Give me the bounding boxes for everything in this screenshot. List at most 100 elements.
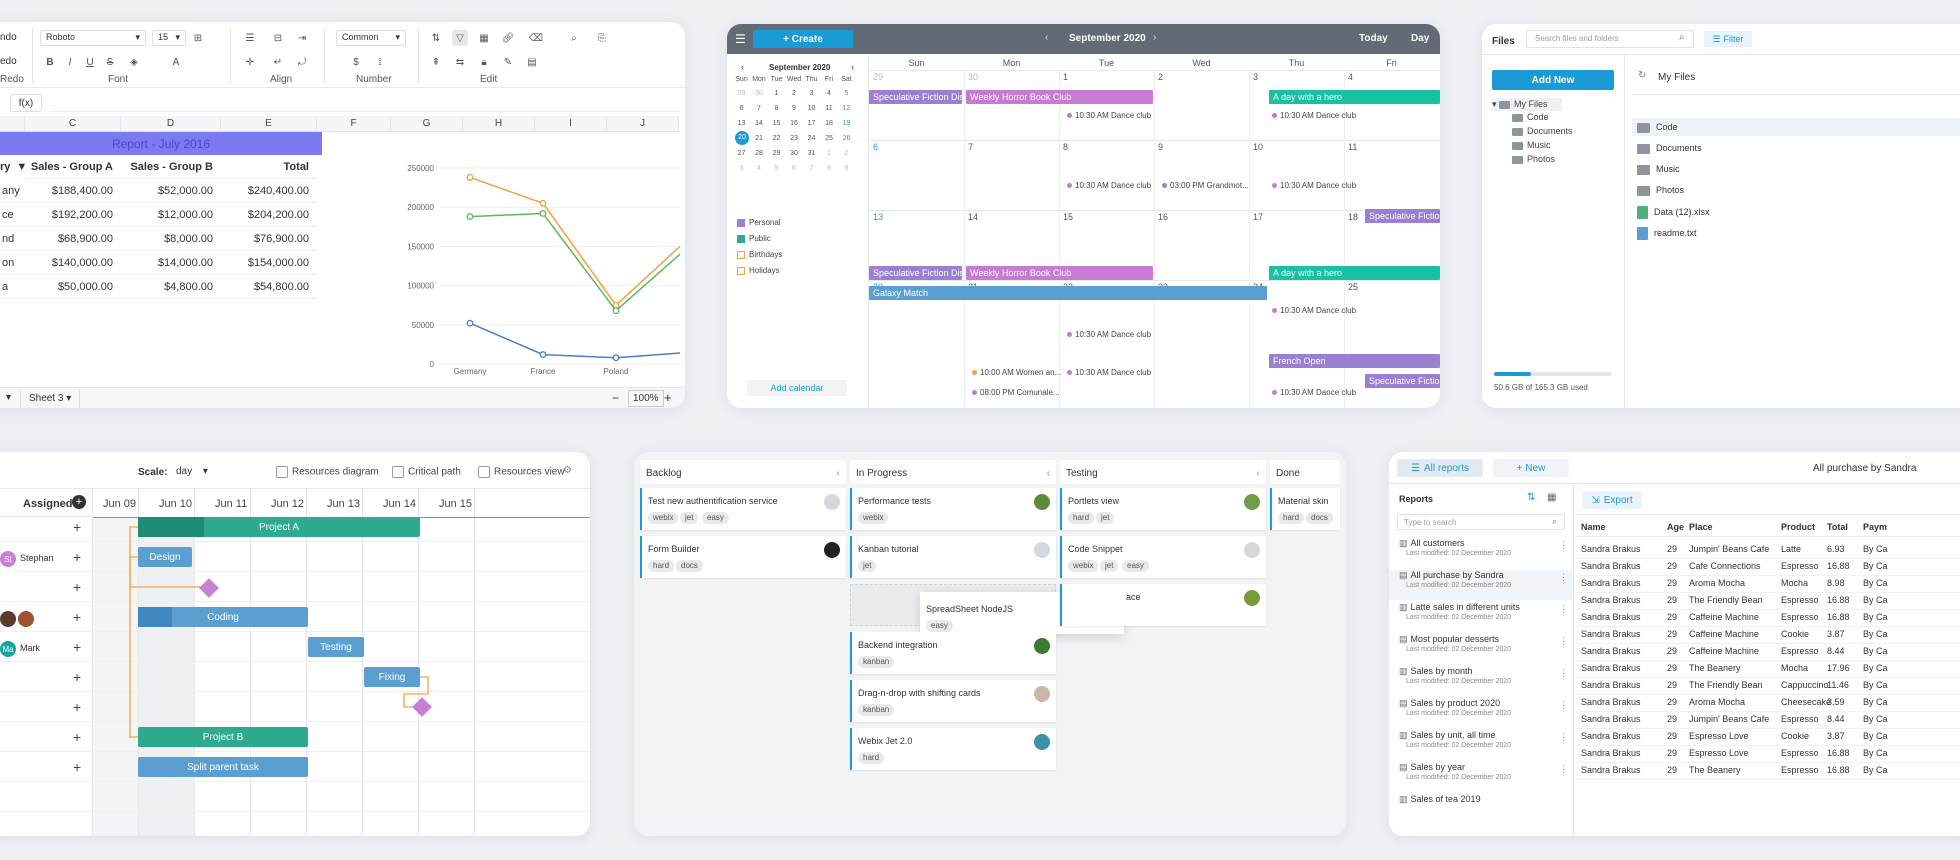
tree-my-files[interactable]: ▾ My Files (1492, 98, 1562, 111)
mini-day[interactable]: 25 (825, 135, 833, 142)
table-row[interactable]: Sandra Brakus 29 Aroma Mocha Cheesecake 3.59… (1581, 697, 1960, 709)
calendar-event[interactable]: 10:30 AM Dance club (1272, 111, 1356, 120)
more-icon[interactable]: ⋮ (1559, 732, 1568, 742)
resources-diagram-checkbox[interactable]: Resources diagram (276, 466, 379, 478)
calendar-event[interactable]: A day with a hero (1269, 90, 1440, 104)
rotate-icon[interactable]: ⤾ (297, 56, 307, 68)
kanban-card[interactable]: Backend integration kanban (850, 632, 1056, 674)
table-row[interactable]: Sandra Brakus 29 Caffeine Machine Espresso 1… (1581, 612, 1960, 624)
table-cell[interactable]: $54,800.00 (221, 275, 317, 299)
mini-day[interactable]: 6 (739, 105, 744, 112)
report-item[interactable]: ▥ Sales by month (1399, 666, 1473, 677)
create-button[interactable]: + Create (753, 30, 853, 48)
calendar-event[interactable]: A day with a hero (1269, 266, 1440, 280)
calendar-toggle[interactable]: Birthdays (737, 250, 782, 259)
report-item[interactable]: ▥ Sales by unit, all time (1399, 730, 1496, 741)
calendar-event[interactable]: Speculative Fiction (1365, 374, 1440, 388)
table-row[interactable]: Sandra Brakus 29 The Friendly Bean Espresso… (1581, 595, 1960, 607)
align-left-icon[interactable]: ☰ (245, 32, 255, 44)
kanban-card[interactable]: Code Snippet webix jet easy (1060, 536, 1266, 578)
tree-item[interactable]: Music (1512, 140, 1551, 150)
mini-day[interactable]: 28 (755, 150, 763, 157)
table-row[interactable]: Sandra Brakus 29 Caffeine Machine Cookie 3.8… (1581, 629, 1960, 641)
sheet-tab[interactable]: Sheet 3 ▾ (20, 390, 81, 408)
kanban-card[interactable]: ace (1060, 584, 1266, 626)
more-icon[interactable]: ⋮ (1559, 604, 1568, 614)
calendar-toggle[interactable]: Personal (737, 218, 781, 227)
mini-day[interactable]: 18 (825, 120, 833, 127)
calendar-toggle[interactable]: Public (737, 234, 771, 243)
day-number[interactable]: 1 (1063, 72, 1069, 82)
mini-day[interactable]: 19 (842, 120, 851, 127)
data-point[interactable] (539, 210, 547, 217)
more-icon[interactable]: ⋮ (1559, 700, 1568, 710)
calendar-event[interactable]: 08:00 PM Comunale... (972, 388, 1060, 397)
view-icon[interactable]: ⎘ (598, 32, 606, 44)
mini-day[interactable]: 4 (757, 165, 761, 172)
mini-day[interactable]: 29 (772, 150, 781, 157)
mini-day[interactable]: 22 (772, 135, 781, 142)
sort-icon[interactable]: ⇅ (1527, 492, 1536, 503)
calendar-event[interactable]: Speculative Fiction Dis... (869, 90, 962, 104)
header-cell[interactable]: ry ▼ (0, 155, 30, 179)
calendar-toggle[interactable]: Holidays (737, 266, 780, 275)
mini-next-icon[interactable]: › (851, 62, 854, 72)
kanban-card[interactable]: Material skin hard docs (1270, 488, 1340, 530)
calendar-event[interactable]: 03:00 PM Grandmot... (1162, 181, 1249, 190)
formula-input[interactable] (50, 94, 680, 112)
report-item[interactable]: ▤ All purchase by Sandra (1399, 570, 1504, 581)
clear-icon[interactable]: ⌫ (528, 32, 544, 44)
mini-day[interactable]: 14 (755, 120, 763, 127)
data-point[interactable] (539, 351, 547, 359)
table-cell[interactable]: on (0, 251, 25, 275)
export-button[interactable]: ⇲ Export (1583, 491, 1641, 509)
kanban-card[interactable]: Form Builder hard docs (640, 536, 846, 578)
mini-day[interactable]: 16 (790, 120, 798, 127)
mini-day[interactable]: 23 (790, 135, 798, 142)
mini-day[interactable]: 15 (772, 120, 781, 127)
zoom-out-button[interactable]: − (612, 391, 620, 405)
mini-prev-icon[interactable]: ‹ (741, 62, 744, 72)
header-cell[interactable]: Total (221, 155, 317, 179)
add-subtask-icon[interactable]: + (73, 669, 82, 685)
merge-icon[interactable]: ⊟ (273, 32, 283, 44)
formula-button[interactable]: f(x) (10, 94, 42, 112)
add-subtask-icon[interactable]: + (73, 759, 82, 775)
mini-day[interactable]: 8 (827, 165, 831, 172)
new-report-button[interactable]: + New (1493, 459, 1569, 477)
add-subtask-icon[interactable]: + (73, 699, 82, 715)
font-size-select[interactable]: 15 ▾ (152, 30, 186, 46)
add-subtask-icon[interactable]: + (73, 609, 82, 625)
data-point[interactable] (466, 173, 474, 181)
report-item[interactable]: ▤ Sales by product 2020 (1399, 698, 1500, 709)
report-item[interactable]: ▤ Most popular desserts (1399, 634, 1499, 645)
tree-item[interactable]: Documents (1512, 126, 1573, 136)
menu-icon[interactable]: ☰ (735, 32, 746, 46)
mini-day[interactable]: 9 (844, 165, 849, 172)
table-cell[interactable]: nd (0, 227, 25, 251)
sheet-menu-icon[interactable]: ▾ (6, 392, 12, 403)
gantt-bar-testing[interactable]: Testing (308, 637, 364, 657)
column-header[interactable] (0, 116, 25, 132)
filter-icon[interactable]: ▼ (16, 161, 28, 173)
calendar-event[interactable]: Weekly Horror Book Club (966, 266, 1153, 280)
tree-item[interactable]: Photos (1512, 154, 1555, 164)
filter-button[interactable]: ☰ Filter (1704, 31, 1752, 47)
wrap-icon[interactable]: ↵ (273, 56, 283, 68)
table-cell[interactable]: $154,000.00 (221, 251, 317, 275)
table-row[interactable]: Sandra Brakus 29 The Beanery Mocha 17.96 By C… (1581, 663, 1960, 675)
report-title-cell[interactable]: Report - July 2016 (0, 132, 322, 155)
search-input[interactable]: Search files and folders ⌕ (1526, 30, 1694, 48)
mini-day[interactable]: 7 (757, 105, 761, 112)
critical-path-checkbox[interactable]: Critical path (392, 466, 461, 478)
add-new-button[interactable]: Add New (1492, 70, 1614, 90)
mini-day[interactable]: 21 (755, 135, 763, 142)
day-number[interactable]: 7 (968, 142, 974, 152)
fill-color-icon[interactable]: ◈ (130, 56, 138, 68)
calendar-event[interactable]: Galaxy Match (869, 286, 1267, 300)
gantt-bar-fixing[interactable]: Fixing (364, 667, 420, 687)
mini-day[interactable]: 2 (844, 150, 849, 157)
data-point[interactable] (466, 213, 474, 221)
table-cell[interactable]: $240,400.00 (221, 179, 317, 203)
search-icon[interactable]: ⌕ (571, 32, 577, 44)
